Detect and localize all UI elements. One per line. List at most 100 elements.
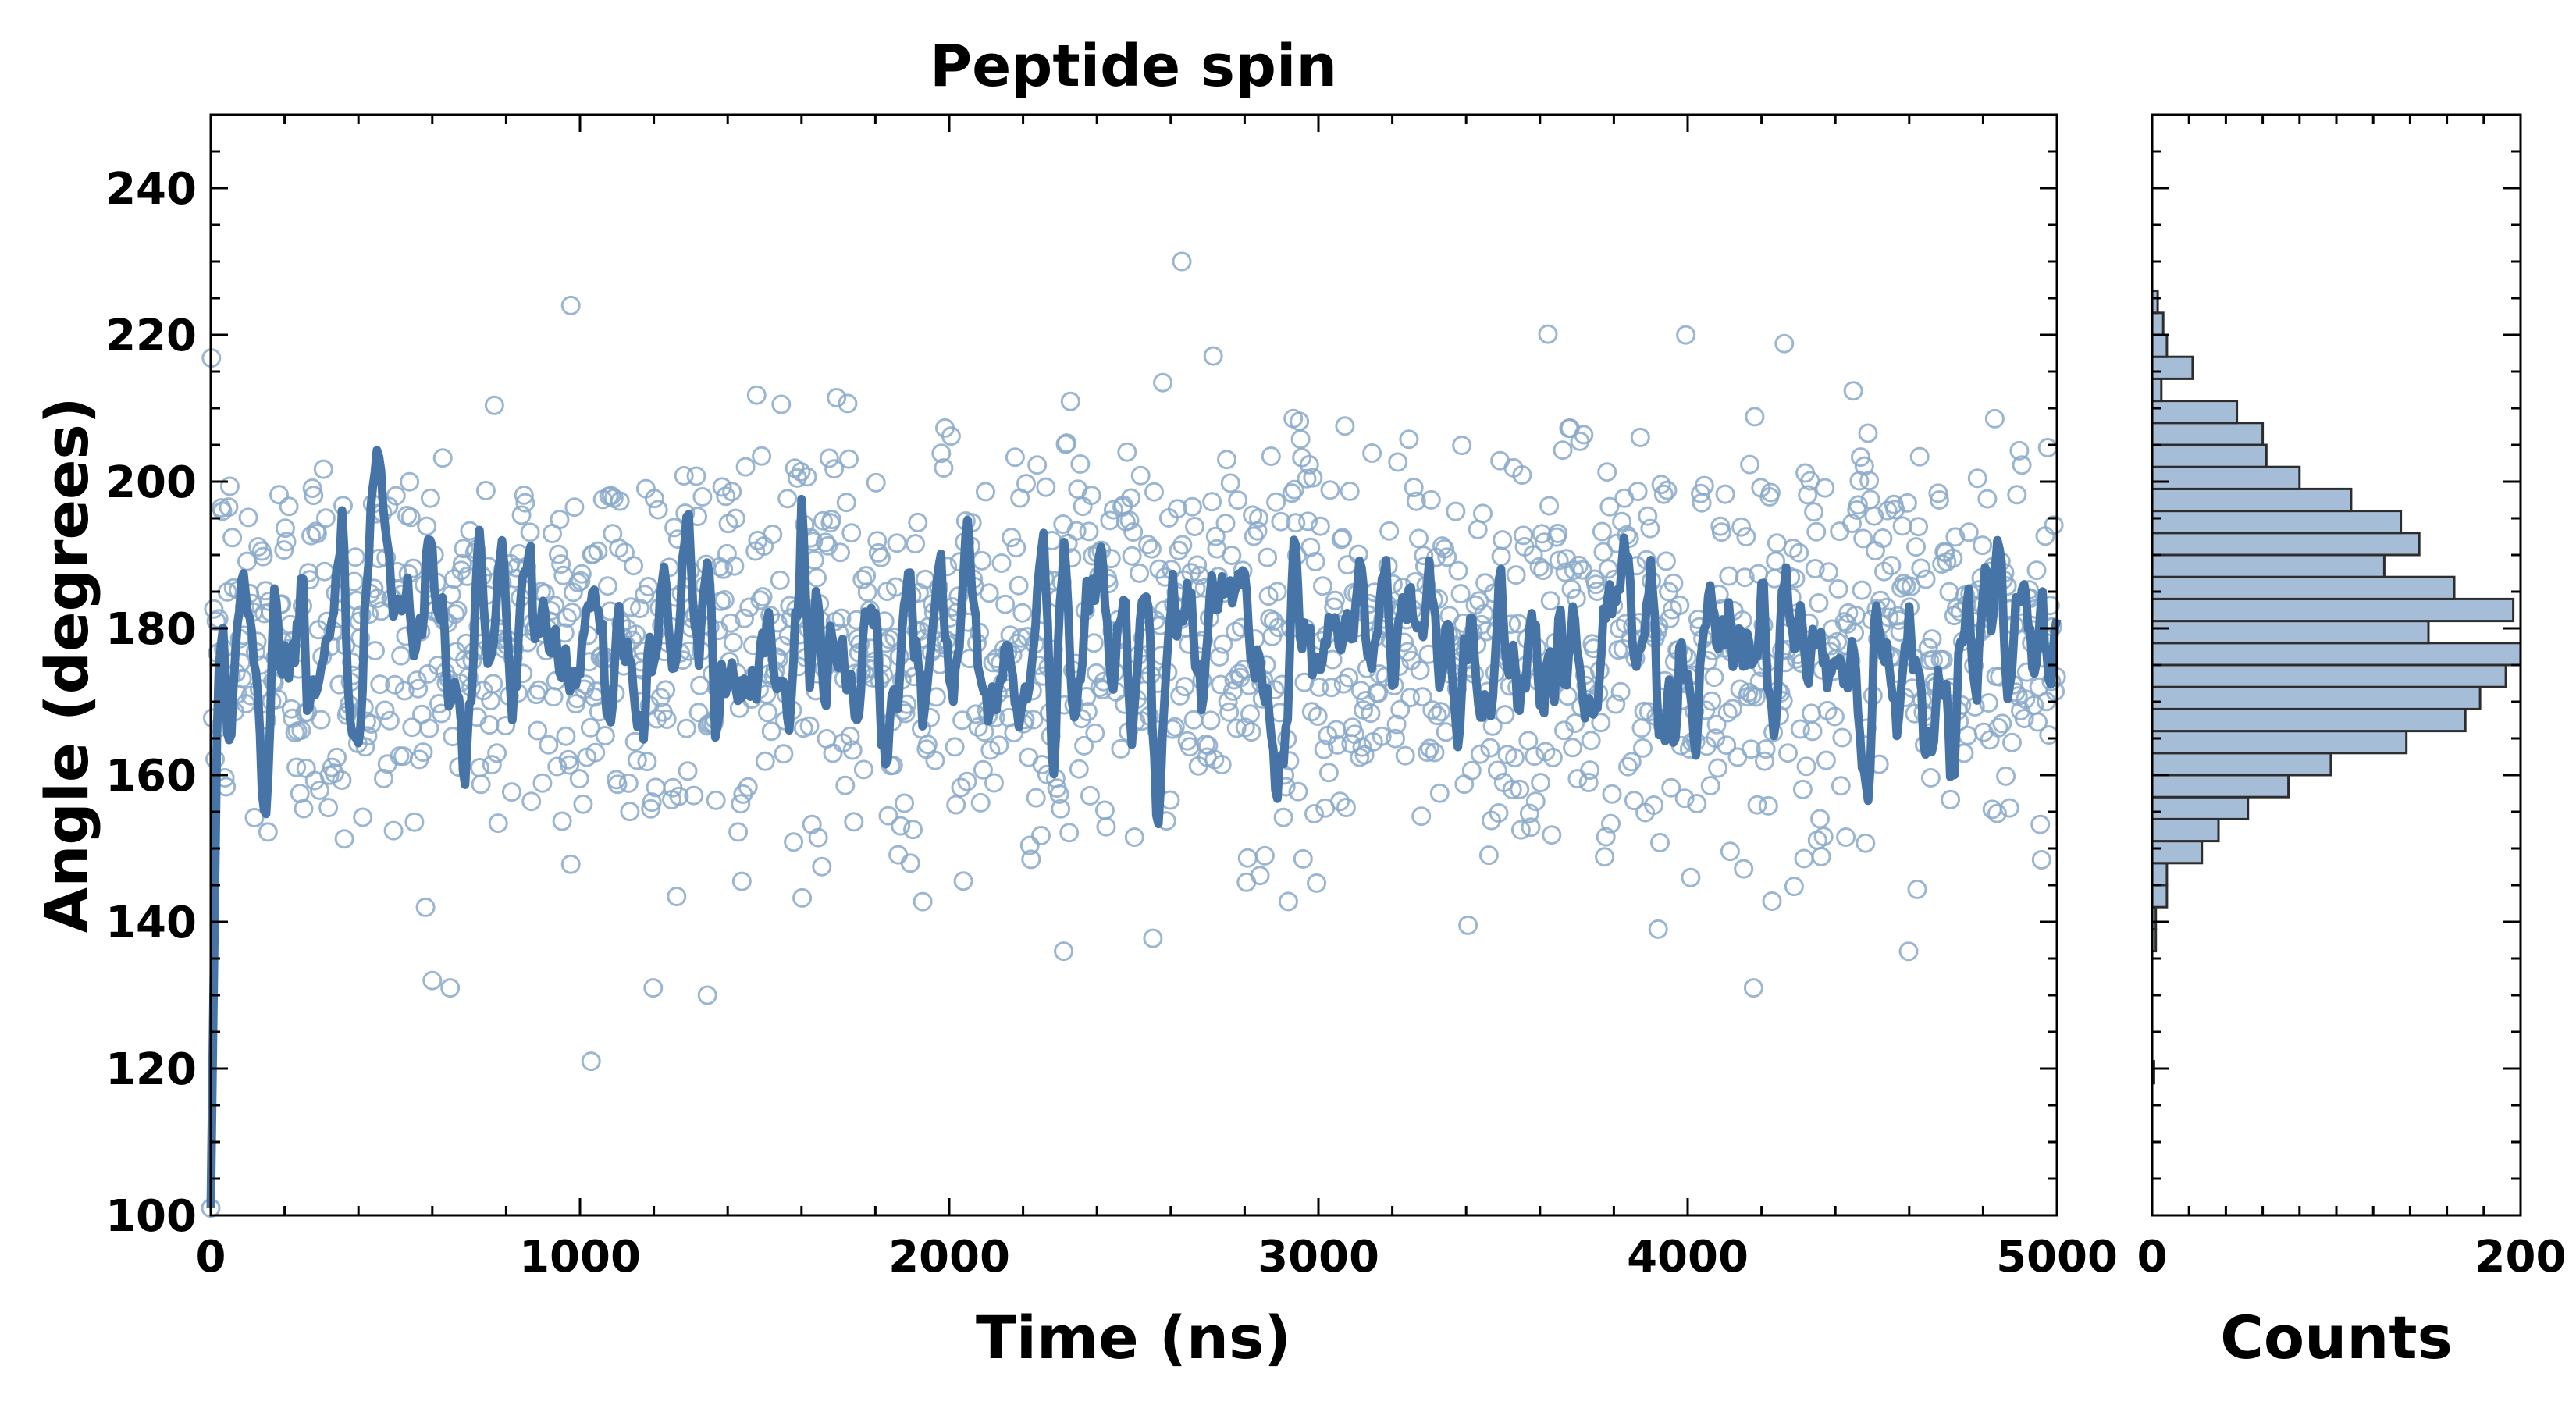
scatter-point bbox=[799, 716, 820, 736]
scatter-point bbox=[792, 887, 813, 908]
scatter-point bbox=[1510, 779, 1530, 799]
scatter-point bbox=[1774, 333, 1795, 354]
scatter-point bbox=[1310, 516, 1330, 536]
scatter-point bbox=[1593, 542, 1614, 562]
scatter-point bbox=[1810, 809, 1830, 829]
scatter-point bbox=[1909, 517, 1929, 537]
scatter-point bbox=[1325, 590, 1345, 610]
scatter-point bbox=[1432, 536, 1452, 557]
histogram-bar bbox=[2151, 817, 2220, 843]
scatter-point bbox=[2044, 515, 2064, 535]
scatter-point bbox=[1529, 557, 1550, 577]
histogram-bar bbox=[2151, 707, 2467, 733]
scatter-point bbox=[502, 782, 521, 802]
scatter-point bbox=[774, 744, 794, 764]
scatter-point bbox=[1241, 722, 1261, 742]
scatter-point bbox=[1308, 706, 1328, 726]
scatter-point bbox=[1918, 638, 1938, 658]
scatter-point-outlier bbox=[560, 295, 581, 315]
scatter-point bbox=[1798, 485, 1818, 505]
scatter-point bbox=[1569, 555, 1589, 575]
scatter-point bbox=[891, 816, 911, 836]
scatter-point bbox=[1336, 798, 1356, 817]
scatter-point bbox=[1320, 480, 1340, 500]
scatter-point bbox=[1706, 714, 1727, 735]
scatter-point bbox=[1610, 681, 1631, 702]
scatter-point bbox=[1618, 756, 1638, 777]
y-axis-label: Angle (degrees) bbox=[32, 397, 101, 933]
scatter-point bbox=[1446, 501, 1466, 521]
scatter-point bbox=[419, 718, 439, 738]
scatter-point bbox=[548, 544, 568, 564]
scatter-point bbox=[667, 887, 687, 906]
scatter-point bbox=[1354, 745, 1375, 765]
scatter-point bbox=[1598, 559, 1618, 579]
scatter-point bbox=[1873, 528, 1893, 548]
scatter-point bbox=[310, 780, 329, 800]
histogram-bar bbox=[2151, 795, 2250, 820]
scatter-point bbox=[669, 786, 689, 806]
scatter-point bbox=[1565, 713, 1585, 733]
scatter-point bbox=[1286, 513, 1306, 533]
scatter-point bbox=[1719, 566, 1739, 586]
scatter-point bbox=[1881, 556, 1902, 575]
scatter-point bbox=[853, 759, 873, 780]
scatter-point bbox=[1027, 455, 1048, 475]
scatter-point bbox=[1019, 835, 1040, 855]
main-y-tick-labels: 100 120 140 160 180 200 220 240 bbox=[105, 164, 197, 1242]
histogram-bar bbox=[2151, 642, 2522, 667]
histogram-bar bbox=[2151, 377, 2163, 403]
scatter-point bbox=[1512, 465, 1532, 485]
scatter-point bbox=[976, 482, 995, 502]
scatter-point bbox=[1789, 542, 1809, 563]
scatter-point bbox=[334, 829, 354, 849]
y-tick-label: 200 bbox=[105, 457, 197, 508]
scatter-point bbox=[2014, 709, 2034, 728]
scatter-point bbox=[1304, 804, 1324, 823]
scatter-point bbox=[1505, 748, 1525, 768]
scatter-point bbox=[827, 388, 847, 407]
histogram-bar bbox=[2151, 685, 2482, 710]
scatter-point bbox=[279, 496, 299, 517]
histogram-axis-ticks bbox=[2151, 113, 2522, 1217]
scatter-point bbox=[1468, 519, 1488, 539]
y-tick-label: 180 bbox=[105, 604, 197, 655]
scatter-point bbox=[1228, 490, 1248, 510]
scatter-point bbox=[1170, 685, 1190, 706]
scatter-point bbox=[515, 493, 535, 513]
scatter-point bbox=[1059, 823, 1080, 843]
scatter-point bbox=[1670, 595, 1690, 615]
scatter-point bbox=[1715, 484, 1735, 504]
scatter-point bbox=[479, 715, 500, 735]
scatter-point bbox=[900, 853, 920, 873]
scatter-point bbox=[532, 773, 553, 793]
scatter-point bbox=[1469, 591, 1489, 611]
scatter-point-outlier bbox=[697, 985, 717, 1005]
scatter-point bbox=[724, 556, 745, 576]
scatter-point bbox=[838, 393, 858, 414]
x-tick-label: 5000 bbox=[1996, 1232, 2118, 1282]
scatter-point bbox=[1254, 845, 1275, 866]
scatter-point-outlier bbox=[581, 1051, 601, 1072]
main-plot: 0 1000 2000 3000 4000 5000 100 120 140 160 180 200… bbox=[105, 113, 2118, 1282]
scatter-point bbox=[813, 510, 833, 531]
scatter-point bbox=[1314, 739, 1334, 759]
scatter-point bbox=[588, 541, 608, 561]
scatter-point bbox=[1261, 446, 1281, 466]
scatter-point bbox=[556, 726, 576, 746]
scatter-point bbox=[1711, 522, 1731, 542]
scatter-point bbox=[274, 540, 294, 560]
histogram-bar bbox=[2151, 862, 2169, 887]
scatter-point bbox=[728, 822, 749, 842]
scatter-point bbox=[1361, 703, 1381, 724]
scatter-point bbox=[970, 792, 991, 813]
scatter-point bbox=[1362, 443, 1382, 463]
scatter-point bbox=[1702, 691, 1722, 711]
scatter-point bbox=[895, 703, 916, 724]
scatter-point bbox=[1567, 769, 1588, 789]
scatter-point bbox=[620, 802, 640, 822]
scatter-point bbox=[1491, 546, 1511, 567]
scatter-point bbox=[746, 385, 767, 405]
scatter-point bbox=[1489, 803, 1509, 823]
scatter-point bbox=[1740, 454, 1760, 475]
